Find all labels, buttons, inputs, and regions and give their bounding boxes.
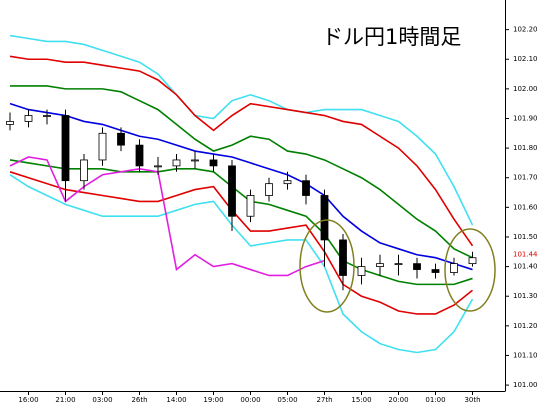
x-tick-label: 00:00	[240, 396, 260, 404]
y-tick-label: 101.90	[513, 114, 538, 122]
candle-body	[431, 269, 440, 273]
x-tick-label: 14:00	[166, 396, 186, 404]
y-tick-label: 101.80	[513, 144, 538, 152]
candle-body	[357, 266, 366, 276]
candle-body	[450, 263, 458, 273]
candle-body	[6, 121, 14, 125]
candle-body	[98, 132, 107, 161]
candle-body	[172, 159, 181, 167]
y-tick-label: 101.40	[513, 263, 538, 271]
x-tick-label: 03:00	[92, 396, 112, 404]
y-tick-label: 102.20	[513, 26, 538, 34]
candle-body	[43, 115, 51, 117]
last-price-box	[508, 249, 540, 260]
band-line	[9, 156, 325, 277]
candle-body	[283, 180, 292, 185]
candle-body	[339, 239, 347, 276]
candle-body	[24, 115, 33, 122]
candle-body	[413, 263, 421, 270]
x-tick-label: 30th	[464, 396, 480, 404]
candle-body	[265, 183, 273, 196]
candle-body	[246, 195, 255, 217]
x-tick-label: 19:00	[203, 396, 223, 404]
candle-body	[209, 159, 218, 167]
y-tick-label: 101.00	[513, 381, 538, 389]
band-line	[10, 85, 473, 259]
band-line	[9, 174, 474, 354]
y-tick-label: 102.10	[513, 55, 538, 63]
candle-body	[61, 115, 70, 182]
candle-body	[80, 159, 88, 182]
candle-body	[228, 165, 236, 217]
y-tick-label: 101.30	[513, 292, 538, 300]
highlight-ellipse	[299, 219, 355, 313]
candle-body	[117, 132, 125, 146]
candle-body	[135, 144, 144, 167]
x-tick-label: 15:00	[351, 396, 371, 404]
candle-body	[154, 165, 162, 168]
candle-body	[394, 263, 403, 266]
band-line	[9, 55, 474, 247]
last-price-label: 101.44	[513, 251, 538, 259]
x-tick-label: 20:00	[388, 396, 408, 404]
candle-body	[320, 195, 329, 241]
band-line	[9, 171, 473, 315]
band-line	[9, 102, 473, 271]
candle-body	[376, 263, 384, 267]
y-tick-label: 101.60	[513, 203, 538, 211]
candle-body	[302, 180, 310, 196]
x-tick-label: 01:00	[425, 396, 445, 404]
candle-body	[468, 257, 477, 265]
x-tick-label: 05:00	[277, 396, 297, 404]
x-tick-label: 26th	[131, 396, 147, 404]
plot	[6, 34, 477, 354]
chart-title: ドル円1時間足	[322, 25, 461, 49]
x-tick-label: 16:00	[18, 396, 38, 404]
x-tick-label: 27th	[316, 396, 332, 404]
y-tick-label: 101.70	[513, 174, 538, 182]
y-tick-label: 101.10	[513, 351, 538, 359]
band-line	[9, 34, 474, 226]
x-tick-label: 21:00	[55, 396, 75, 404]
y-tick-label: 101.50	[513, 233, 538, 241]
y-tick-label: 102.00	[513, 85, 538, 93]
candle-body	[191, 159, 199, 162]
highlight-ellipse	[444, 228, 496, 312]
y-tick-label: 101.20	[513, 322, 538, 330]
